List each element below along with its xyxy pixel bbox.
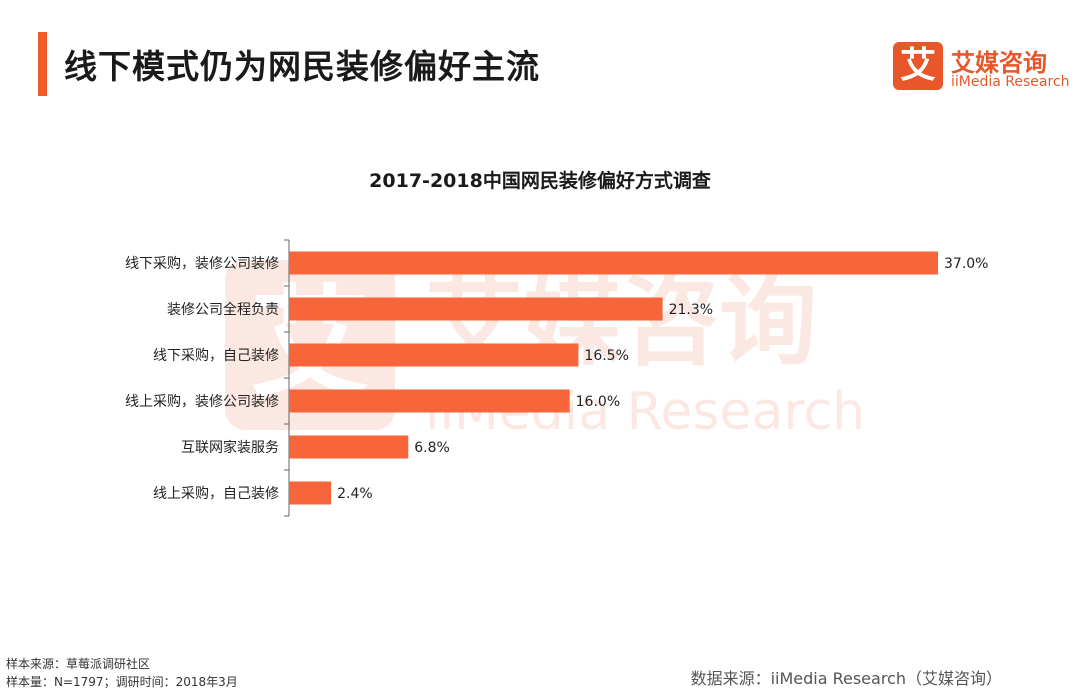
logo-english-name: iiMedia Research	[951, 74, 1070, 90]
bar	[289, 251, 938, 275]
data-label: 16.0%	[576, 394, 620, 410]
category-label: 线上采购，自己装修	[153, 486, 279, 502]
data-label: 2.4%	[337, 486, 373, 502]
category-label: 线下采购，装修公司装修	[125, 256, 279, 272]
page-title: 线下模式仍为网民装修偏好主流	[64, 47, 540, 86]
sample-source: 样本来源：草莓派调研社区	[6, 657, 151, 671]
bar	[289, 343, 579, 367]
category-label: 装修公司全程负责	[167, 301, 279, 318]
bar	[289, 481, 332, 505]
title-accent-bar	[38, 32, 47, 96]
footnote: 样本来源：草莓派调研社区 样本量：N=1797；调研时间：2018年3月	[6, 655, 238, 691]
bar	[289, 435, 409, 459]
category-label: 线上采购，装修公司装修	[125, 394, 279, 410]
chart-title: 2017-2018中国网民装修偏好方式调查	[369, 170, 711, 192]
bar	[289, 389, 570, 413]
sample-size: 样本量：N=1797；调研时间：2018年3月	[6, 675, 238, 689]
data-label: 6.8%	[414, 440, 450, 456]
category-label: 互联网家装服务	[181, 439, 279, 456]
data-source: 数据来源：iiMedia Research（艾媒咨询）	[690, 669, 1002, 688]
logo-mark: 艾	[893, 42, 943, 90]
brand-logo: 艾 艾媒咨询 iiMedia Research	[893, 42, 1070, 94]
bar	[289, 297, 663, 321]
data-label: 37.0%	[944, 256, 988, 272]
data-label: 16.5%	[584, 348, 628, 364]
category-label: 线下采购，自己装修	[153, 348, 279, 364]
data-label: 21.3%	[669, 302, 713, 318]
logo-name: 艾媒咨询	[951, 49, 1047, 77]
